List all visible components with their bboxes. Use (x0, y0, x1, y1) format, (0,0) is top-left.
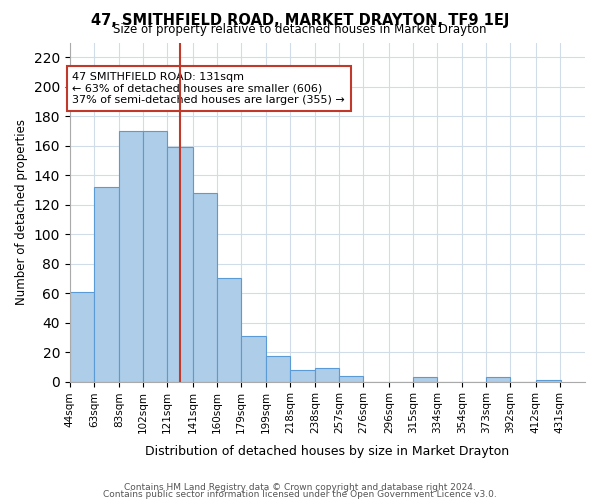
Bar (290, 370, 316, 382)
Text: Contains HM Land Registry data © Crown copyright and database right 2024.: Contains HM Land Registry data © Crown c… (124, 484, 476, 492)
Bar (119, 131, 143, 382)
Bar (193, 193, 217, 382)
Bar (70, 292, 94, 382)
Bar (167, 147, 193, 382)
X-axis label: Distribution of detached houses by size in Market Drayton: Distribution of detached houses by size … (145, 444, 509, 458)
Bar (266, 356, 290, 382)
Bar (94, 187, 119, 382)
Text: 47, SMITHFIELD ROAD, MARKET DRAYTON, TF9 1EJ: 47, SMITHFIELD ROAD, MARKET DRAYTON, TF9… (91, 12, 509, 28)
Bar (143, 131, 167, 382)
Text: Contains public sector information licensed under the Open Government Licence v3: Contains public sector information licen… (103, 490, 497, 499)
Y-axis label: Number of detached properties: Number of detached properties (15, 119, 28, 305)
Bar (536, 380, 561, 382)
Bar (316, 368, 340, 382)
Bar (340, 376, 364, 382)
Bar (486, 377, 511, 382)
Bar (413, 377, 437, 382)
Text: Size of property relative to detached houses in Market Drayton: Size of property relative to detached ho… (113, 22, 487, 36)
Bar (217, 278, 241, 382)
Bar (241, 336, 266, 382)
Text: 47 SMITHFIELD ROAD: 131sqm
← 63% of detached houses are smaller (606)
37% of sem: 47 SMITHFIELD ROAD: 131sqm ← 63% of deta… (73, 72, 345, 105)
